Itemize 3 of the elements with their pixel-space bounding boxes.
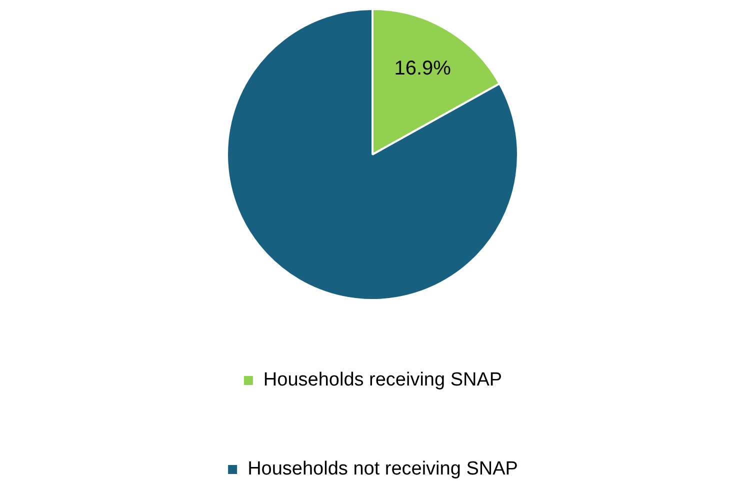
data-label: 16.9% <box>394 58 452 80</box>
legend-label: Households not receiving SNAP <box>248 458 518 480</box>
legend-label: Households receiving SNAP <box>263 370 502 391</box>
